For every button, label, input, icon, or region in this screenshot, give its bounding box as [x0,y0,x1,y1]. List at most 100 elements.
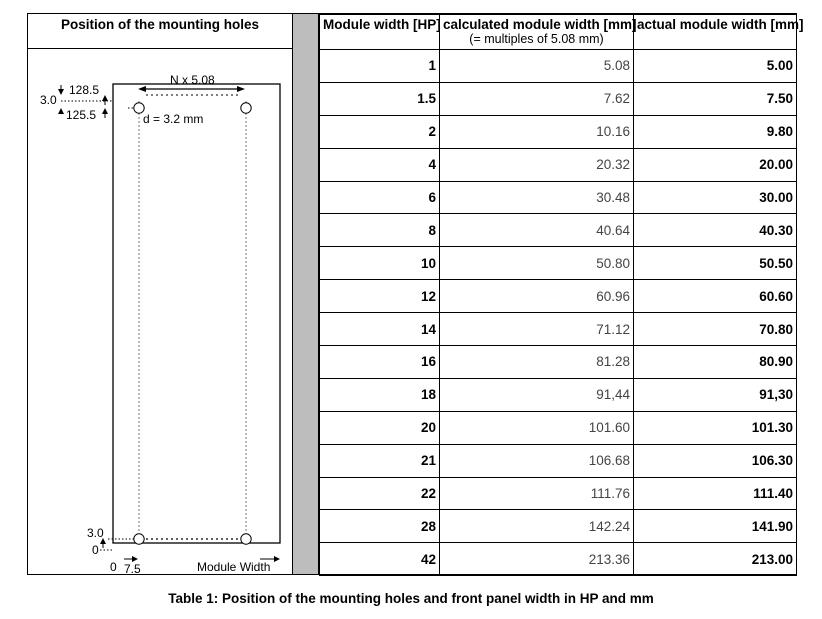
label-zero-vertical: 0 [92,543,99,557]
cell-hp: 14 [319,312,440,347]
header-calculated-label: calculated module width [mm] [443,17,637,32]
cell-calculated: 106.68 [439,443,634,478]
cell-actual: 30.00 [633,180,797,215]
arrow-right-module-width [274,556,280,562]
cell-actual: 50.50 [633,246,797,281]
table-row: 42 213.36 213.00 [319,542,797,577]
label-diameter: d = 3.2 mm [143,112,203,126]
pitch-label: N x 5.08 [170,73,215,87]
cell-hp: 12 [319,279,440,314]
cell-calculated: 81.28 [439,345,634,379]
cell-actual: 80.90 [633,345,797,379]
pitch-arrow-left [138,86,146,92]
cell-actual: 70.80 [633,312,797,347]
cell-actual: 20.00 [633,147,797,182]
left-panel-title: Position of the mounting holes [28,14,292,49]
cell-calculated: 142.24 [439,509,634,544]
label-7-5: 7.5 [124,562,141,574]
arrow-right-7-5 [132,556,138,562]
table-caption: Table 1: Position of the mounting holes … [168,591,654,606]
header-hp: Module width [HP] [319,14,441,50]
cell-calculated: 101.60 [439,410,634,445]
cell-actual: 9.80 [633,114,797,149]
label-125-5: 125.5 [66,108,96,122]
label-3-0-top: 3.0 [40,93,57,107]
table-row: 22 111.76 111.40 [319,476,797,511]
arrow-down-128 [58,89,64,95]
table-row: 10 50.80 50.50 [319,246,797,281]
cell-hp: 1.5 [319,81,440,116]
mounting-hole-bottom-right [240,533,252,545]
cell-hp: 10 [319,246,440,281]
mounting-hole-top-right [240,102,252,114]
cell-actual: 91,30 [633,377,797,412]
cell-calculated: 7.62 [439,81,634,116]
cell-hp: 6 [319,180,440,215]
table-row: 16 81.28 80.90 [319,345,797,379]
table-row: 14 71.12 70.80 [319,312,797,347]
header-calculated-sub: (= multiples of 5.08 mm) [469,32,604,46]
arrow-up-125 [58,108,64,114]
header-actual: actual module width [mm] [633,14,804,50]
mounting-holes-panel: Position of the mounting holes N x 5.08 [28,14,293,574]
cell-hp: 8 [319,213,440,248]
table-row: 6 30.48 30.00 [319,180,797,215]
cell-hp: 20 [319,410,440,445]
cell-actual: 141.90 [633,509,797,544]
figure-frame: Position of the mounting holes N x 5.08 [27,13,804,577]
cell-hp: 21 [319,443,440,478]
arrow-up-bottom-offset [100,538,106,544]
table-body: 1 5.08 5.00 1.5 7.62 7.50 2 10.16 9.80 4 20.32 20.0… [319,49,797,577]
mounting-hole-bottom-left [133,533,145,545]
cell-hp: 28 [319,509,440,544]
separator-column [293,14,319,574]
cell-calculated: 213.36 [439,542,634,577]
table-row: 1 5.08 5.00 [319,49,797,83]
cell-hp: 22 [319,476,440,511]
pitch-arrow-right [237,86,245,92]
cell-actual: 5.00 [633,49,797,83]
table-header-row: Module width [HP] calculated module widt… [319,14,804,50]
module-width-table: Module width [HP] calculated module widt… [319,14,804,577]
cell-hp: 4 [319,147,440,182]
cell-calculated: 5.08 [439,49,634,83]
table-row: 1.5 7.62 7.50 [319,81,797,116]
cell-actual: 106.30 [633,443,797,478]
cell-hp: 18 [319,377,440,412]
header-calculated: calculated module width [mm] (= multiple… [439,14,637,50]
cell-actual: 7.50 [633,81,797,116]
cell-hp: 42 [319,542,440,577]
cell-actual: 40.30 [633,213,797,248]
table-row: 4 20.32 20.00 [319,147,797,182]
cell-actual: 101.30 [633,410,797,445]
cell-calculated: 50.80 [439,246,634,281]
cell-actual: 60.60 [633,279,797,314]
front-panel-outline [112,83,281,544]
cell-calculated: 71.12 [439,312,634,347]
table-row: 12 60.96 60.60 [319,279,797,314]
cell-actual: 111.40 [633,476,797,511]
cell-calculated: 40.64 [439,213,634,248]
label-module-width: Module Width [197,560,270,574]
cell-actual: 213.00 [633,542,797,577]
table-row: 8 40.64 40.30 [319,213,797,248]
cell-hp: 2 [319,114,440,149]
cell-calculated: 60.96 [439,279,634,314]
label-3-0-bottom: 3.0 [87,526,104,540]
cell-hp: 1 [319,49,440,83]
label-zero-horizontal: 0 [110,560,117,574]
table-row: 20 101.60 101.30 [319,410,797,445]
cell-calculated: 10.16 [439,114,634,149]
mounting-holes-diagram: N x 5.08 128.5 3.0 125.5 d = 3.2 mm 3.0 … [40,73,281,574]
mounting-hole-top-left [133,102,145,114]
table-row: 18 91,44 91,30 [319,377,797,412]
table-row: 21 106.68 106.30 [319,443,797,478]
cell-calculated: 30.48 [439,180,634,215]
label-128-5: 128.5 [69,83,99,97]
arrow-up-top-offset [102,95,108,101]
cell-hp: 16 [319,345,440,379]
table-row: 2 10.16 9.80 [319,114,797,149]
cell-calculated: 91,44 [439,377,634,412]
table-row: 28 142.24 141.90 [319,509,797,544]
cell-calculated: 111.76 [439,476,634,511]
